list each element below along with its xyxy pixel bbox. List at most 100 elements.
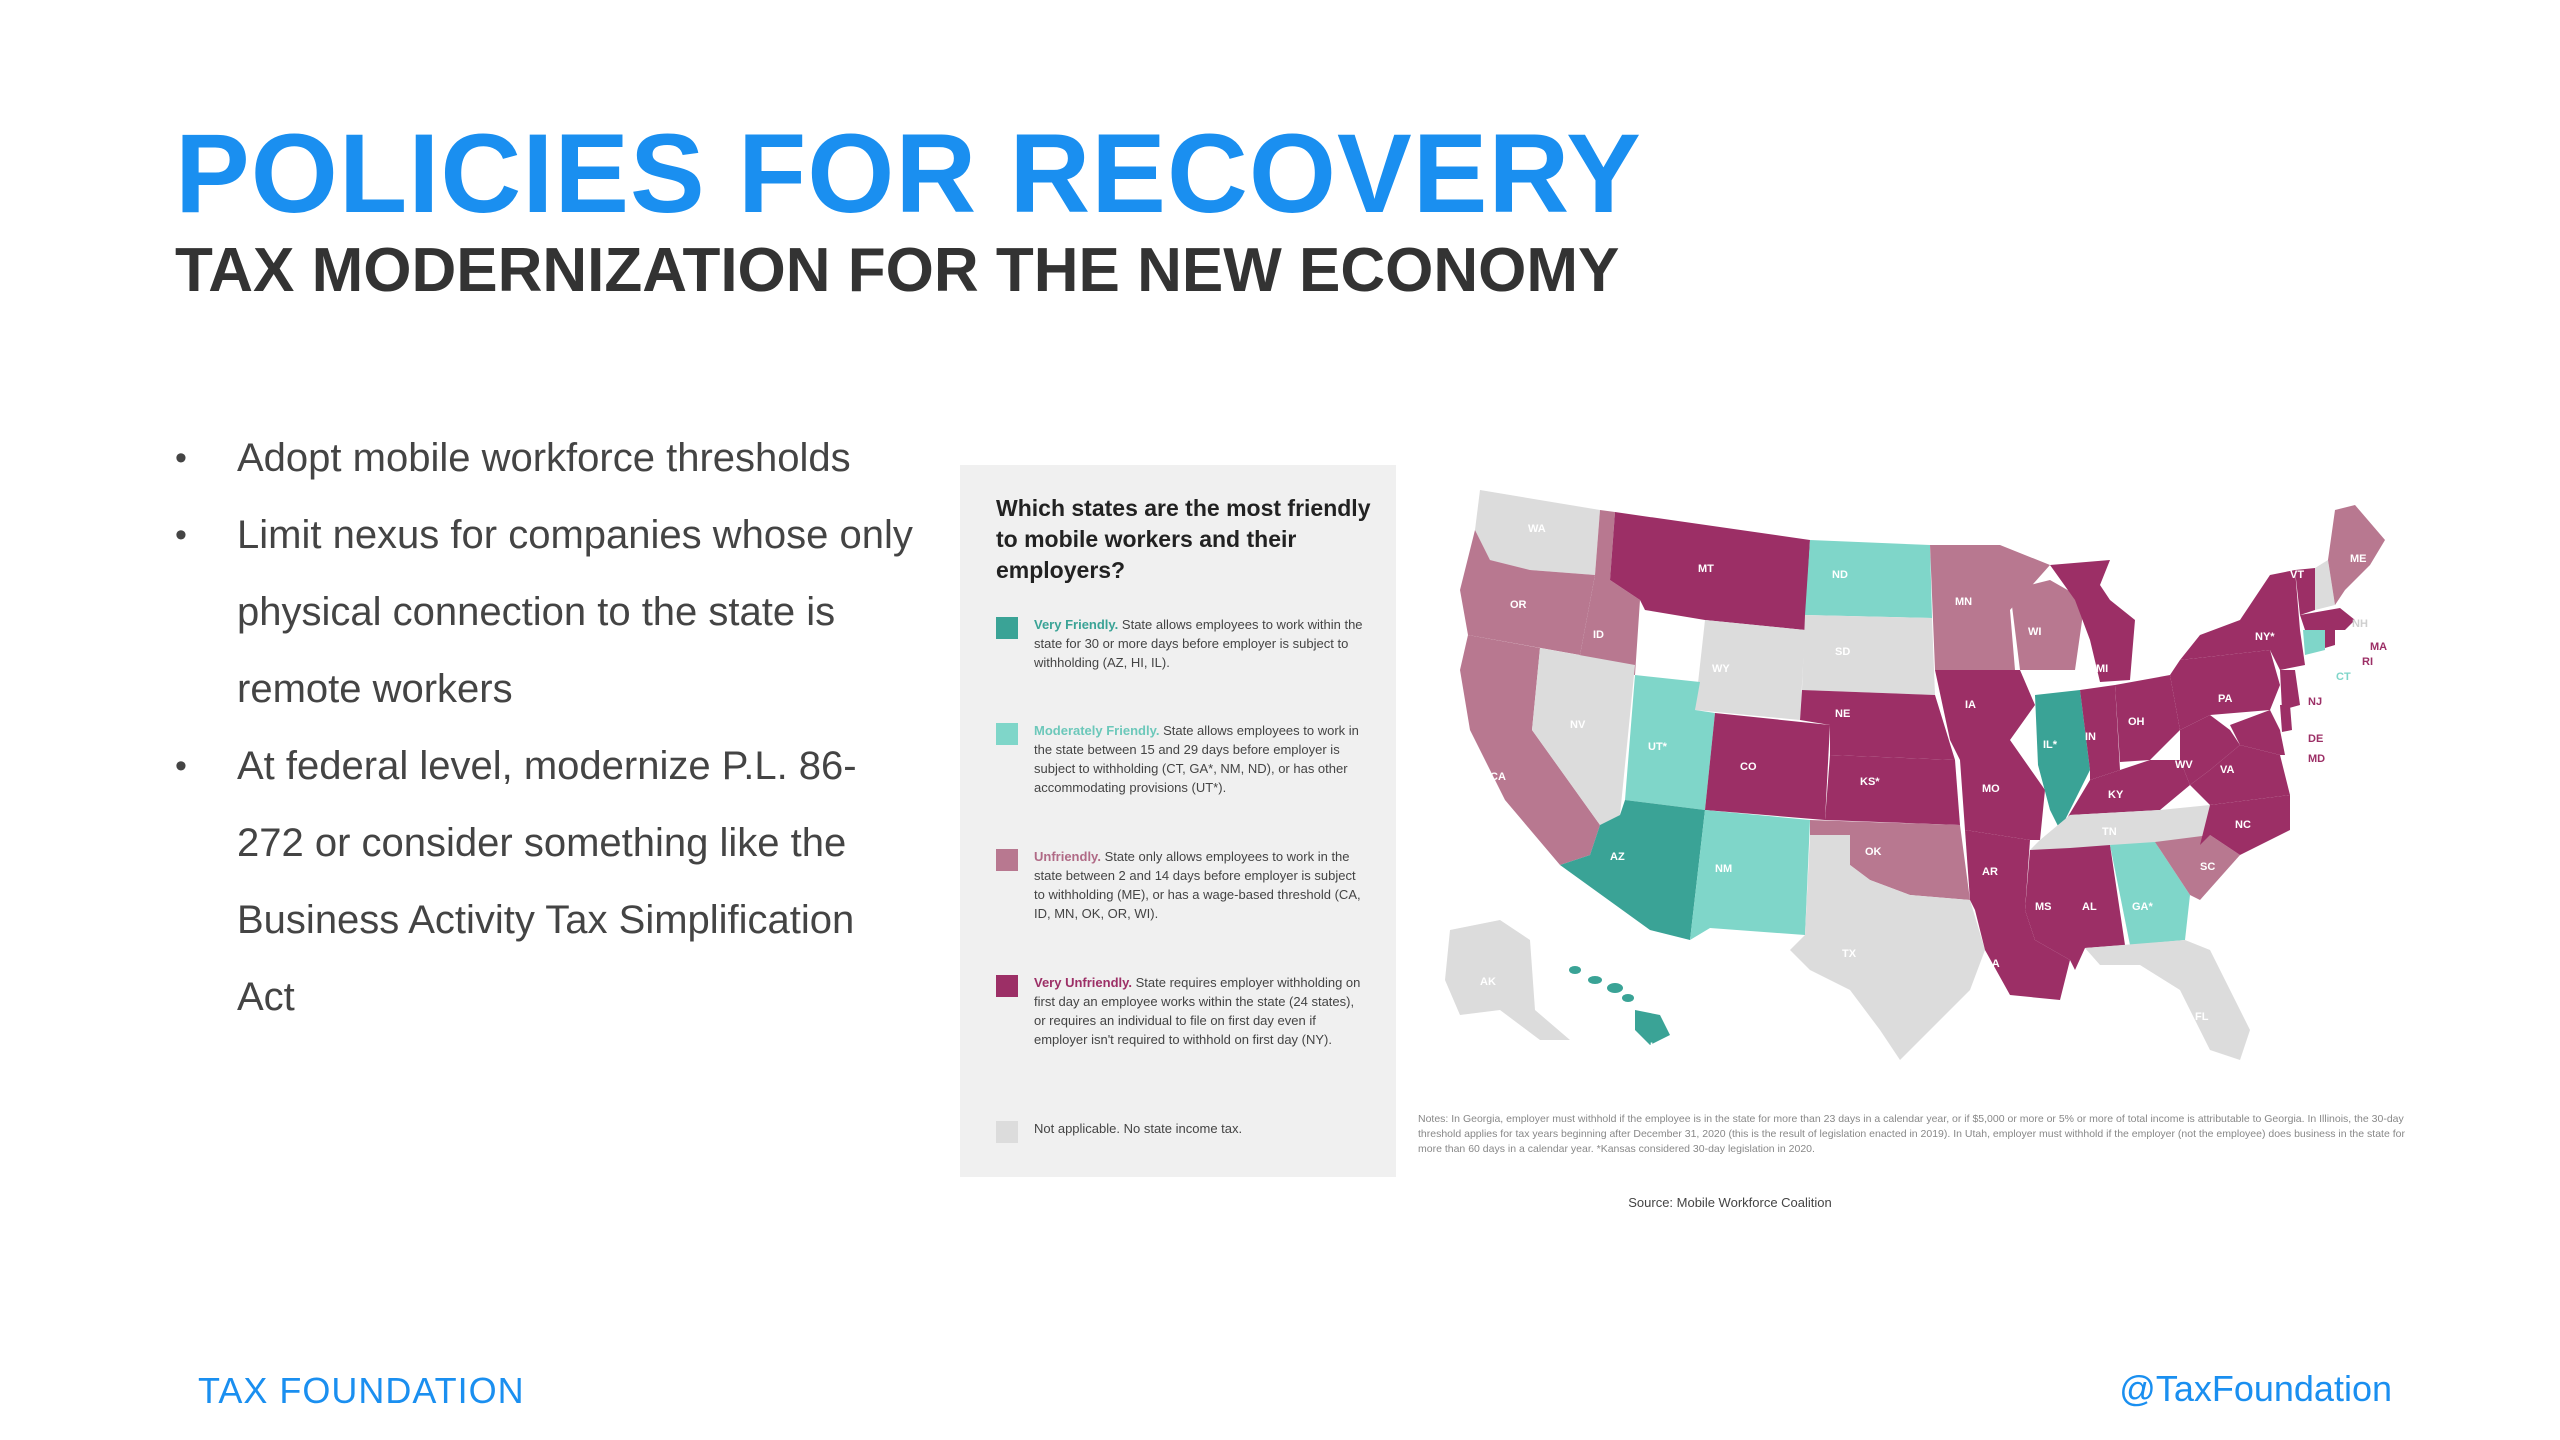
label-tn: TN <box>2102 826 2117 838</box>
bullet-text: At federal level, modernize P.L. 86-272 … <box>237 744 857 1019</box>
label-fl: FL <box>2195 1011 2209 1023</box>
legend-swatch <box>996 1121 1018 1143</box>
label-wy: WY <box>1712 663 1730 675</box>
bullet-item: • Limit nexus for companies whose only ph… <box>175 497 915 728</box>
bullet-item: • At federal level, modernize P.L. 86-272… <box>175 728 915 1036</box>
legend-text: Not applicable. No state income tax. <box>1034 1121 1243 1136</box>
legend-text: State allows employees to work in the st… <box>1034 723 1359 795</box>
label-ct: CT <box>2336 671 2351 683</box>
state-ia <box>1935 670 2035 740</box>
legend-label: Very Unfriendly. <box>1034 975 1133 990</box>
label-oh: OH <box>2128 716 2145 728</box>
state-ks <box>1825 755 1960 825</box>
state-sc <box>2155 835 2240 900</box>
label-wi: WI <box>2028 626 2041 638</box>
label-la: LA <box>1985 958 2000 970</box>
label-ks: KS* <box>1860 776 1880 788</box>
state-ca <box>1460 635 1600 865</box>
state-ak <box>1445 920 1570 1040</box>
state-mn <box>1930 545 2050 670</box>
state-id <box>1570 510 1640 675</box>
state-ms <box>2025 848 2070 960</box>
label-vt: VT <box>2290 569 2304 581</box>
label-va: VA <box>2220 764 2235 776</box>
state-nc <box>2200 795 2290 855</box>
state-ar <box>1965 830 2030 910</box>
bullet-dot-icon: • <box>175 747 187 785</box>
us-map-svg: WA OR CA ID NV MT WY UT* AZ CO NM ND SD … <box>1445 490 2387 1060</box>
legend-label: Unfriendly. <box>1034 849 1101 864</box>
state-md <box>2230 710 2285 755</box>
footer-brand: TAX FOUNDATION <box>198 1370 525 1411</box>
label-co: CO <box>1740 761 1757 773</box>
label-sd: SD <box>1835 646 1850 658</box>
bullet-dot-icon: • <box>175 439 187 477</box>
state-nv <box>1532 648 1635 825</box>
label-mt: MT <box>1698 563 1714 575</box>
state-me <box>2328 505 2385 605</box>
state-wi <box>2010 580 2085 670</box>
label-pa: PA <box>2218 693 2233 705</box>
label-ky: KY <box>2108 789 2124 801</box>
state-wy <box>1695 620 1805 720</box>
footer-handle[interactable]: @TaxFoundation <box>2119 1368 2392 1409</box>
label-nm: NM <box>1715 863 1732 875</box>
label-de: DE <box>2308 733 2323 745</box>
label-md: MD <box>2308 753 2325 765</box>
state-oh <box>2115 675 2180 762</box>
state-va <box>2190 745 2290 805</box>
state-ga <box>2110 842 2190 945</box>
state-nj <box>2280 670 2300 710</box>
legend-text: State requires employer withholding on f… <box>1034 975 1361 1047</box>
legend-text: State allows employees to work within th… <box>1034 617 1363 670</box>
state-nm <box>1690 810 1810 940</box>
label-in: IN <box>2085 731 2096 743</box>
state-ut <box>1625 675 1715 810</box>
label-ny: NY* <box>2255 631 2275 643</box>
label-id: ID <box>1593 629 1604 641</box>
state-ri <box>2325 630 2335 648</box>
state-de <box>2280 705 2292 732</box>
label-il: IL* <box>2043 739 2058 751</box>
label-ia: IA <box>1965 699 1976 711</box>
bullet-text: Adopt mobile workforce thresholds <box>237 436 851 480</box>
state-al <box>2070 845 2125 970</box>
state-in <box>2080 685 2120 780</box>
state-labels: WA OR CA ID NV MT WY UT* AZ CO NM ND SD … <box>1480 523 2387 1053</box>
legend-label: Very Friendly. <box>1034 617 1119 632</box>
state-nh <box>2315 560 2335 610</box>
legend-title: Which states are the most friendly to mo… <box>996 495 1371 583</box>
state-la <box>1975 910 2070 1000</box>
state-pa <box>2170 650 2280 730</box>
legend-swatch <box>996 849 1018 871</box>
state-ny <box>2180 570 2305 670</box>
label-tx: TX <box>1842 948 1857 960</box>
legend-swatch <box>996 723 1018 745</box>
label-me: ME <box>2350 553 2367 565</box>
legend-swatch <box>996 975 1018 997</box>
state-tn <box>2030 805 2210 850</box>
label-ms: MS <box>2035 901 2052 913</box>
label-ut: UT* <box>1648 741 1668 753</box>
legend-panel: Which states are the most friendly to mo… <box>960 465 1396 1177</box>
label-ok: OK <box>1865 846 1882 858</box>
state-mt <box>1610 512 1810 630</box>
label-or: OR <box>1510 599 1527 611</box>
state-az <box>1560 800 1705 940</box>
state-fl <box>2085 940 2250 1060</box>
label-nj: NJ <box>2308 696 2322 708</box>
legend-label: Moderately Friendly. <box>1034 723 1160 738</box>
label-ne: NE <box>1835 708 1850 720</box>
bullet-list: • Adopt mobile workforce thresholds • Limi… <box>175 420 915 1036</box>
state-ma <box>2300 608 2355 630</box>
state-ky <box>2060 760 2190 830</box>
label-nv: NV <box>1570 719 1586 731</box>
state-vt <box>2295 568 2315 615</box>
map-notes: Notes: In Georgia, employer must withhol… <box>1418 1113 2405 1155</box>
bullet-text: Limit nexus for companies whose only phy… <box>237 513 913 711</box>
state-ct <box>2303 630 2325 655</box>
state-hi <box>1569 966 1670 1045</box>
legend-swatch <box>996 617 1018 639</box>
label-ca: CA <box>1490 771 1506 783</box>
label-ri: RI <box>2362 656 2373 668</box>
